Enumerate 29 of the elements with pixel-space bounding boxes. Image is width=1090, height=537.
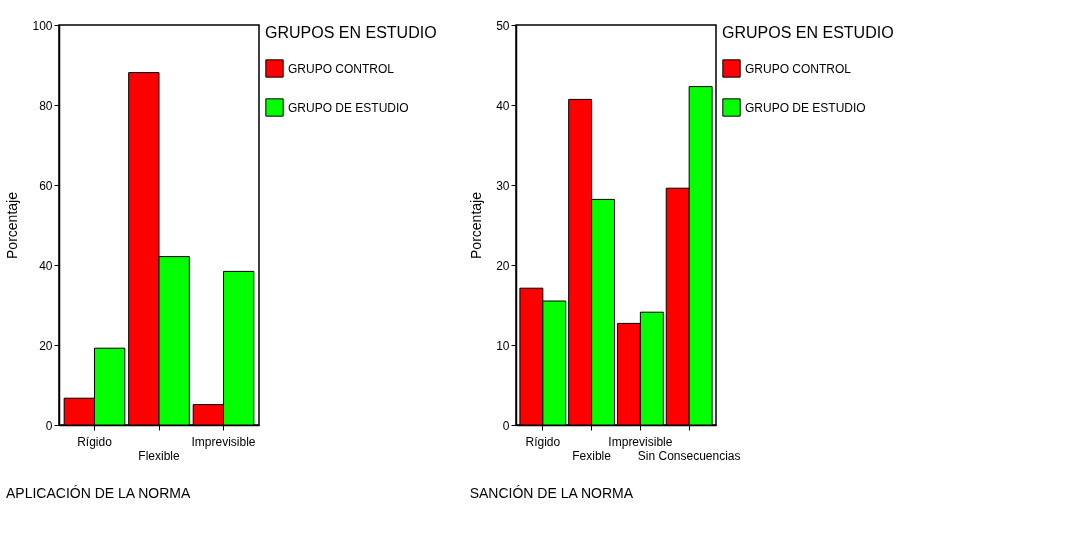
x-tick-label: Imprevisible bbox=[191, 434, 256, 449]
x-tick-label: Fexible bbox=[572, 448, 612, 463]
y-tick-label: 60 bbox=[39, 178, 53, 193]
legend-title: GRUPOS EN ESTUDIO bbox=[722, 24, 894, 41]
y-tick-label: 30 bbox=[496, 178, 510, 193]
legend-title: GRUPOS EN ESTUDIO bbox=[265, 24, 437, 41]
y-tick-label: 10 bbox=[496, 338, 510, 353]
y-tick-label: 20 bbox=[39, 338, 53, 353]
x-tick-label: Sin Consecuencias bbox=[637, 448, 741, 463]
x-tick-label: Rígido bbox=[525, 434, 561, 449]
x-tick-label: Flexible bbox=[138, 448, 180, 463]
y-tick-label: 40 bbox=[496, 98, 510, 113]
legend-label: GRUPO CONTROL bbox=[745, 61, 852, 76]
y-tick-label: 50 bbox=[496, 18, 510, 33]
y-tick-label: 0 bbox=[502, 418, 510, 433]
y-tick-label: 20 bbox=[496, 258, 510, 273]
text: APLICACIÓN DE LA NORMA bbox=[5, 485, 192, 501]
legend-label: GRUPO CONTROL bbox=[288, 61, 395, 76]
text: SANCIÓN DE LA NORMA bbox=[469, 485, 634, 501]
x-tick-label: Rígido bbox=[77, 434, 113, 449]
legend-label: GRUPO DE ESTUDIO bbox=[745, 100, 866, 115]
y-tick-label: 100 bbox=[32, 18, 53, 33]
y-tick-label: 80 bbox=[39, 98, 53, 113]
y-axis-title: Porcentaje bbox=[468, 191, 485, 259]
x-tick-label: Imprevisible bbox=[608, 434, 673, 449]
y-axis-title: Porcentaje bbox=[4, 191, 21, 259]
y-tick-label: 40 bbox=[39, 258, 53, 273]
y-tick-label: 0 bbox=[45, 418, 53, 433]
legend-label: GRUPO DE ESTUDIO bbox=[288, 100, 409, 115]
